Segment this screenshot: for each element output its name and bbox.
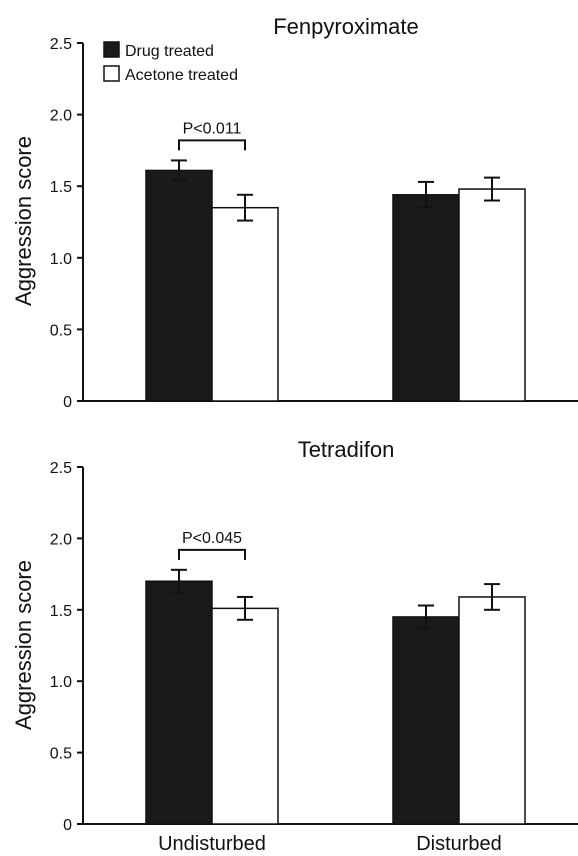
y-axis-label: Aggression score — [11, 136, 36, 306]
y-tick-label: 1.5 — [50, 179, 72, 196]
legend-label-drug: Drug treated — [125, 43, 214, 60]
y-tick-label: 2.0 — [50, 531, 72, 548]
bar-drug-disturbed — [392, 616, 460, 825]
bar-acetone-undisturbed — [211, 206, 279, 402]
significance-label: P<0.045 — [182, 530, 242, 547]
significance-label: P<0.011 — [183, 120, 242, 137]
chart-panel-fenpyroximate: Fenpyroximate Aggression score Drug trea… — [11, 14, 578, 411]
bar-acetone-disturbed — [458, 188, 526, 402]
legend-swatch-drug — [103, 41, 120, 58]
y-axis-label: Aggression score — [11, 560, 36, 730]
bar-drug-undisturbed — [145, 169, 213, 402]
bar-drug-disturbed — [392, 194, 460, 402]
x-tick-label: Undisturbed — [158, 833, 266, 855]
y-tick-label: 2.5 — [50, 36, 72, 53]
x-tick-label: Disturbed — [416, 833, 502, 855]
y-tick-label: 1.5 — [50, 603, 72, 620]
y-tick-label: 2.5 — [50, 460, 72, 477]
significance-bracket — [178, 548, 246, 560]
significance-bracket — [178, 139, 246, 151]
y-tick-label: 0 — [63, 817, 72, 834]
chart-title: Fenpyroximate — [273, 14, 419, 39]
legend-swatch-acetone — [103, 65, 120, 82]
bar-acetone-disturbed — [458, 596, 526, 825]
y-tick-label: 0.5 — [50, 746, 72, 763]
chart-panel-tetradifon: Tetradifon Aggression score 0 0.5 1.0 1.5 2.… — [11, 437, 578, 855]
y-tick-label: 0.5 — [50, 322, 72, 339]
bar-drug-undisturbed — [145, 580, 213, 825]
y-tick-label: 2.0 — [50, 108, 72, 125]
legend-label-acetone: Acetone treated — [125, 67, 238, 84]
legend: Drug treated Acetone treated — [103, 41, 238, 84]
bar-acetone-undisturbed — [211, 607, 279, 825]
y-tick-label: 1.0 — [50, 251, 72, 268]
y-tick-label: 1.0 — [50, 674, 72, 691]
chart-title: Tetradifon — [298, 437, 395, 462]
y-tick-label: 0 — [63, 394, 72, 411]
